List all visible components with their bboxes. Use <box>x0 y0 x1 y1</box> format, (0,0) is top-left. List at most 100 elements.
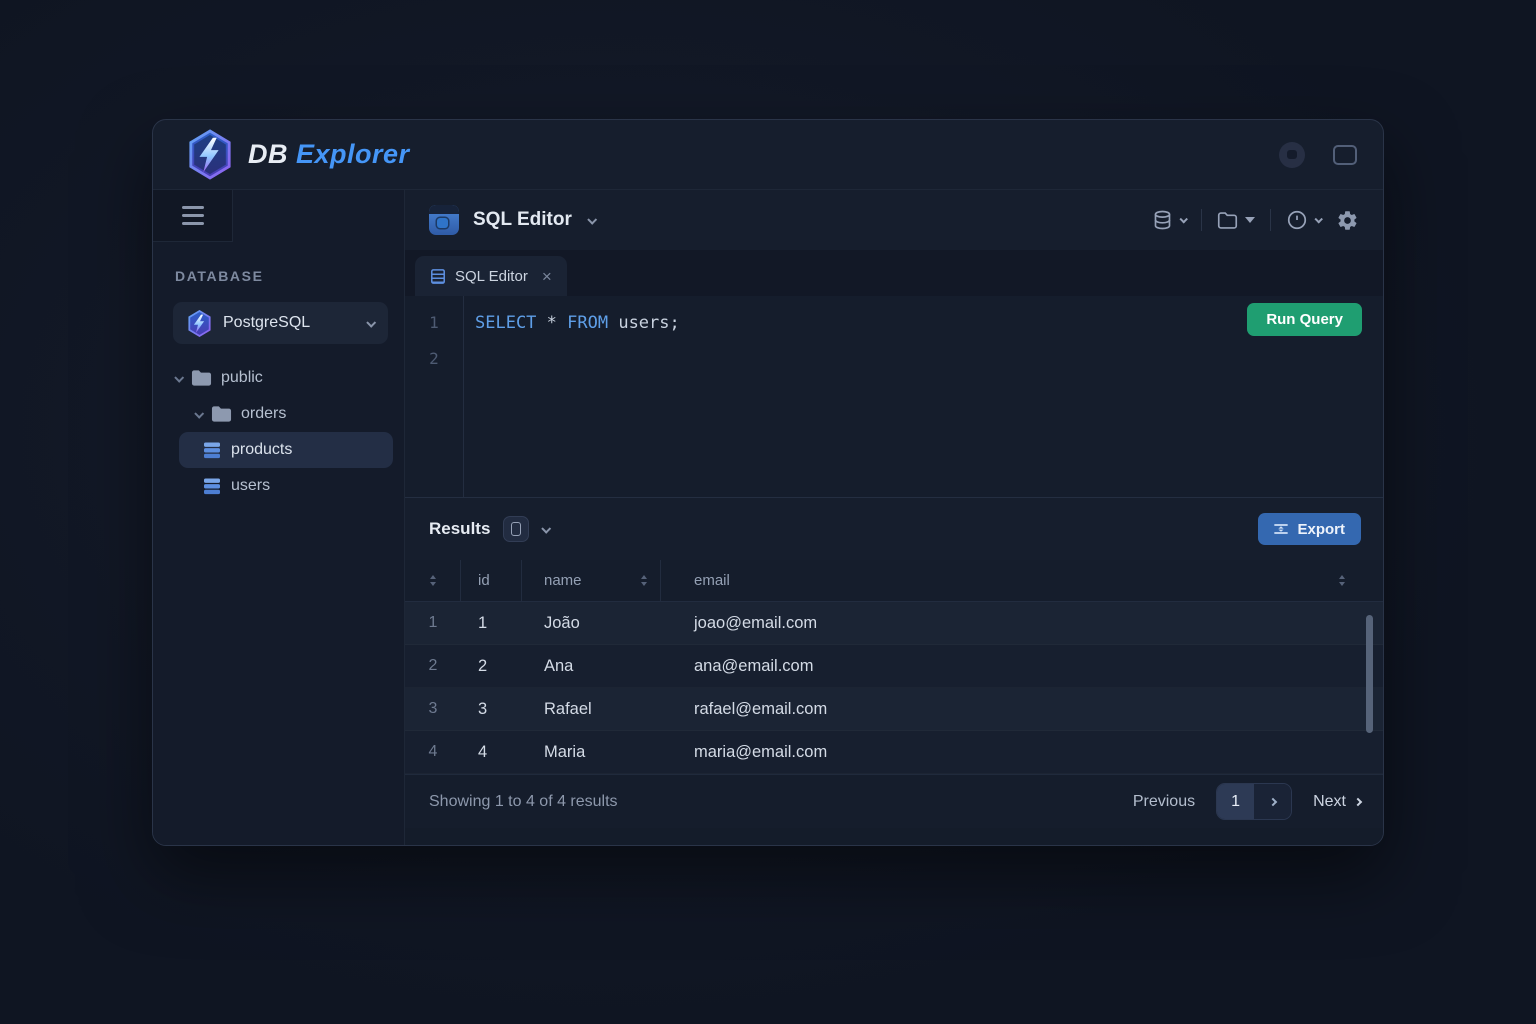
column-header-rownum[interactable] <box>405 560 461 601</box>
next-button[interactable]: Next <box>1313 793 1363 811</box>
chevron-down-icon <box>174 372 185 383</box>
table-row[interactable]: 3 3 Rafael rafael@email.com <box>405 688 1383 731</box>
tree-item-public[interactable]: public <box>153 360 404 396</box>
page-button-group: 1 <box>1216 783 1293 820</box>
vertical-scrollbar[interactable] <box>1366 615 1373 733</box>
email-cell: ana@email.com <box>694 656 814 675</box>
folder-icon <box>1217 211 1238 230</box>
tree-item-label: public <box>221 369 263 386</box>
folder-icon <box>191 369 212 387</box>
results-header: Results Export <box>405 497 1383 560</box>
code-line: SELECT * FROM users; <box>475 313 680 333</box>
main-panel: SQL Editor <box>405 190 1383 845</box>
saved-queries-button[interactable] <box>1217 211 1255 230</box>
database-dropdown-button[interactable] <box>1152 209 1188 231</box>
code-area[interactable]: SELECT * FROM users; <box>464 296 1383 497</box>
table-icon <box>202 476 222 496</box>
editor-toolbar-left: SQL Editor <box>429 205 598 235</box>
export-button-label: Export <box>1297 520 1345 538</box>
sidebar-menu-button[interactable] <box>153 190 233 242</box>
hamburger-icon <box>181 206 204 225</box>
email-cell: maria@email.com <box>694 742 828 761</box>
tree-item-products[interactable]: products <box>179 432 393 468</box>
results-table-header: id name email <box>405 560 1383 602</box>
id-cell: 4 <box>478 742 488 761</box>
table-row[interactable]: 1 1 João joao@email.com <box>405 602 1383 645</box>
editor-toolbar-right <box>1152 209 1359 232</box>
tree-item-users[interactable]: users <box>153 468 404 504</box>
row-number-cell: 2 <box>428 657 438 674</box>
sort-icon <box>1339 575 1345 586</box>
run-query-button[interactable]: Run Query <box>1247 303 1362 336</box>
name-cell: João <box>544 613 580 632</box>
pagination: Previous 1 Next <box>1132 783 1363 820</box>
app-title: DB Explorer <box>248 139 410 169</box>
divider <box>1201 209 1202 231</box>
sort-icon <box>641 575 647 586</box>
titlebar: DB Explorer <box>153 120 1383 190</box>
id-cell: 3 <box>478 699 488 718</box>
column-header-email[interactable]: email <box>661 560 1383 601</box>
caret-down-icon <box>1245 217 1255 223</box>
sql-app-icon <box>429 205 459 235</box>
email-cell: rafael@email.com <box>694 699 828 718</box>
table-view-icon[interactable] <box>503 516 530 542</box>
chevron-down-icon <box>194 408 205 419</box>
table-row[interactable]: 4 4 Maria maria@email.com <box>405 731 1383 774</box>
next-page-button[interactable] <box>1254 784 1292 819</box>
tree-item-label: users <box>231 477 271 494</box>
schema-tree: public orders products <box>153 360 404 504</box>
name-cell: Ana <box>544 656 574 675</box>
close-icon[interactable]: × <box>541 266 552 286</box>
export-arrows-icon <box>1274 522 1289 536</box>
tree-item-label: orders <box>241 405 287 422</box>
export-button[interactable]: Export <box>1258 513 1361 545</box>
column-header-name[interactable]: name <box>522 560 661 601</box>
row-number-cell: 4 <box>428 743 438 760</box>
maximize-icon[interactable] <box>1333 144 1357 165</box>
page-1-button[interactable]: 1 <box>1217 784 1255 819</box>
divider <box>1270 209 1271 231</box>
settings-button[interactable] <box>1336 209 1359 232</box>
circle-icon[interactable] <box>1279 141 1305 168</box>
results-table-body: 1 1 João joao@email.com 2 2 Ana ana@emai… <box>405 602 1383 774</box>
results-summary: Showing 1 to 4 of 4 results <box>429 792 618 810</box>
email-cell: joao@email.com <box>694 613 818 632</box>
chevron-down-icon[interactable] <box>587 214 598 225</box>
name-cell: Maria <box>544 742 586 761</box>
name-cell: Rafael <box>544 699 592 718</box>
chevron-right-icon <box>1353 797 1363 806</box>
chevron-down-icon <box>1314 215 1323 224</box>
chevron-down-icon[interactable] <box>541 523 552 534</box>
chevron-right-icon <box>1268 797 1277 806</box>
line-number: 2 <box>429 349 439 368</box>
results-header-left: Results <box>429 516 552 542</box>
editor-toolbar: SQL Editor <box>405 190 1383 250</box>
row-number-cell: 1 <box>428 614 438 631</box>
tree-item-label: products <box>231 441 293 458</box>
sidebar: DATABASE PostgreSQL <box>153 190 405 845</box>
connection-label: PostgreSQL <box>223 314 311 331</box>
id-cell: 2 <box>478 656 488 675</box>
tab-sql-editor[interactable]: SQL Editor × <box>415 256 567 296</box>
previous-button[interactable]: Previous <box>1132 792 1196 810</box>
database-icon <box>1152 209 1173 231</box>
column-header-id[interactable]: id <box>461 560 522 601</box>
connection-selector[interactable]: PostgreSQL <box>173 302 388 344</box>
sql-editor[interactable]: 1 2 SELECT * FROM users; Run Query <box>405 296 1383 497</box>
folder-icon <box>211 405 232 423</box>
app-window: DB Explorer DATABASE <box>152 119 1384 846</box>
tab-label: SQL Editor <box>455 267 528 285</box>
tree-item-orders[interactable]: orders <box>153 396 404 432</box>
history-button[interactable] <box>1286 209 1323 231</box>
line-number-gutter: 1 2 <box>405 296 464 497</box>
line-number: 1 <box>429 313 439 332</box>
brand: DB Explorer <box>187 129 410 180</box>
sort-icon <box>429 575 436 586</box>
results-title: Results <box>429 519 491 538</box>
table-row[interactable]: 2 2 Ana ana@email.com <box>405 645 1383 688</box>
panel-title: SQL Editor <box>473 209 572 230</box>
id-cell: 1 <box>478 613 488 632</box>
results-footer: Showing 1 to 4 of 4 results Previous 1 N… <box>405 774 1383 828</box>
